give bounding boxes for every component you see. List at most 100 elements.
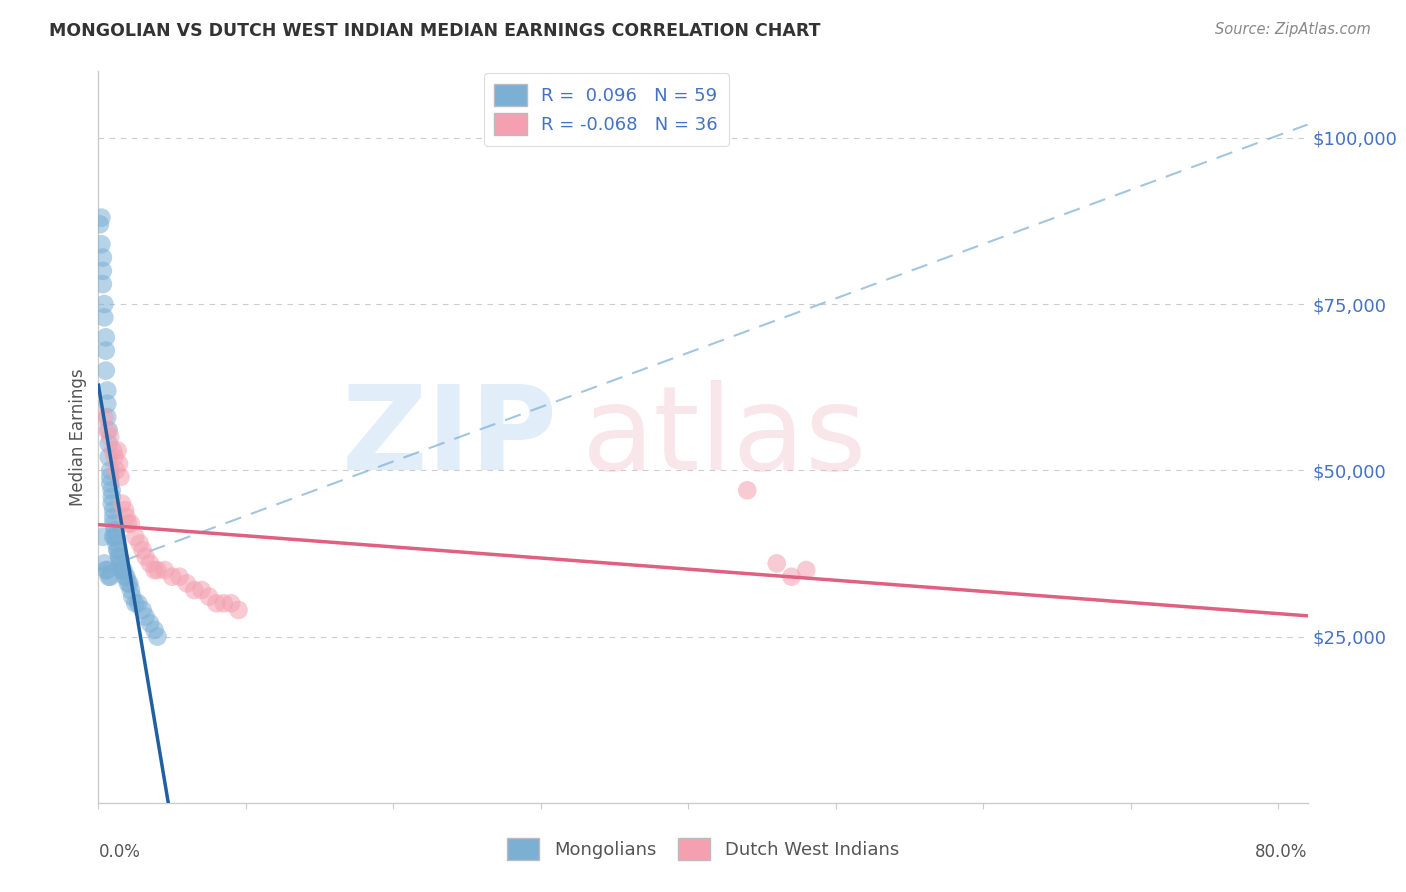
Point <box>97 424 120 438</box>
Point <box>101 503 124 517</box>
Point <box>110 557 132 571</box>
Point <box>101 443 124 458</box>
Point <box>90 211 112 225</box>
Point <box>98 463 121 477</box>
Point <box>124 530 146 544</box>
Point <box>94 563 117 577</box>
Point <box>117 576 139 591</box>
Point <box>105 530 128 544</box>
Point <box>228 603 250 617</box>
Point <box>120 516 142 531</box>
Point <box>219 596 242 610</box>
Point <box>124 596 146 610</box>
Point <box>115 570 138 584</box>
Point <box>94 330 117 344</box>
Point <box>160 570 183 584</box>
Point <box>104 523 127 537</box>
Point <box>110 557 132 571</box>
Point <box>93 297 115 311</box>
Point <box>135 549 157 564</box>
Point <box>139 557 162 571</box>
Point <box>139 616 162 631</box>
Point <box>794 563 817 577</box>
Point <box>98 470 121 484</box>
Point <box>131 543 153 558</box>
Point <box>107 543 129 558</box>
Point <box>97 570 120 584</box>
Point <box>90 237 112 252</box>
Point <box>96 384 118 398</box>
Point <box>131 603 153 617</box>
Point <box>153 563 176 577</box>
Point <box>183 582 205 597</box>
Point <box>98 430 121 444</box>
Point <box>98 570 121 584</box>
Text: ZIP: ZIP <box>342 380 558 494</box>
Point <box>89 217 111 231</box>
Point <box>735 483 758 498</box>
Point <box>96 563 118 577</box>
Point <box>108 549 131 564</box>
Point <box>205 596 228 610</box>
Point <box>96 410 118 425</box>
Text: MONGOLIAN VS DUTCH WEST INDIAN MEDIAN EARNINGS CORRELATION CHART: MONGOLIAN VS DUTCH WEST INDIAN MEDIAN EA… <box>49 22 821 40</box>
Point <box>115 509 138 524</box>
Point <box>100 497 122 511</box>
Point <box>98 476 121 491</box>
Point <box>120 582 142 597</box>
Point <box>169 570 191 584</box>
Text: Source: ZipAtlas.com: Source: ZipAtlas.com <box>1215 22 1371 37</box>
Y-axis label: Median Earnings: Median Earnings <box>69 368 87 506</box>
Text: atlas: atlas <box>582 380 868 494</box>
Point <box>104 450 127 464</box>
Point <box>108 457 131 471</box>
Point <box>91 530 114 544</box>
Point <box>146 630 169 644</box>
Point <box>190 582 212 597</box>
Point <box>105 463 128 477</box>
Point <box>198 590 221 604</box>
Point <box>765 557 787 571</box>
Point <box>111 497 134 511</box>
Point <box>128 536 150 550</box>
Point <box>107 543 129 558</box>
Point <box>91 251 114 265</box>
Point <box>94 343 117 358</box>
Point <box>101 509 124 524</box>
Point <box>93 310 115 325</box>
Point <box>107 443 129 458</box>
Point <box>112 563 135 577</box>
Point <box>212 596 235 610</box>
Point <box>114 503 136 517</box>
Point <box>111 563 134 577</box>
Point <box>104 530 127 544</box>
Point <box>118 576 141 591</box>
Point <box>96 424 118 438</box>
Point <box>100 490 122 504</box>
Point <box>97 450 120 464</box>
Point <box>146 563 169 577</box>
Point <box>91 264 114 278</box>
Point <box>121 590 143 604</box>
Point <box>97 436 120 450</box>
Point <box>110 470 132 484</box>
Point <box>111 563 134 577</box>
Point <box>93 557 115 571</box>
Point <box>96 397 118 411</box>
Point <box>143 563 166 577</box>
Point <box>94 363 117 377</box>
Point <box>135 609 157 624</box>
Point <box>108 549 131 564</box>
Legend: Mongolians, Dutch West Indians: Mongolians, Dutch West Indians <box>499 830 907 867</box>
Point <box>117 516 139 531</box>
Point <box>93 410 115 425</box>
Point <box>105 536 128 550</box>
Point <box>143 623 166 637</box>
Point <box>101 516 124 531</box>
Text: 0.0%: 0.0% <box>98 843 141 861</box>
Point <box>91 277 114 292</box>
Point <box>780 570 803 584</box>
Point <box>127 596 149 610</box>
Text: 80.0%: 80.0% <box>1256 843 1308 861</box>
Point <box>114 570 136 584</box>
